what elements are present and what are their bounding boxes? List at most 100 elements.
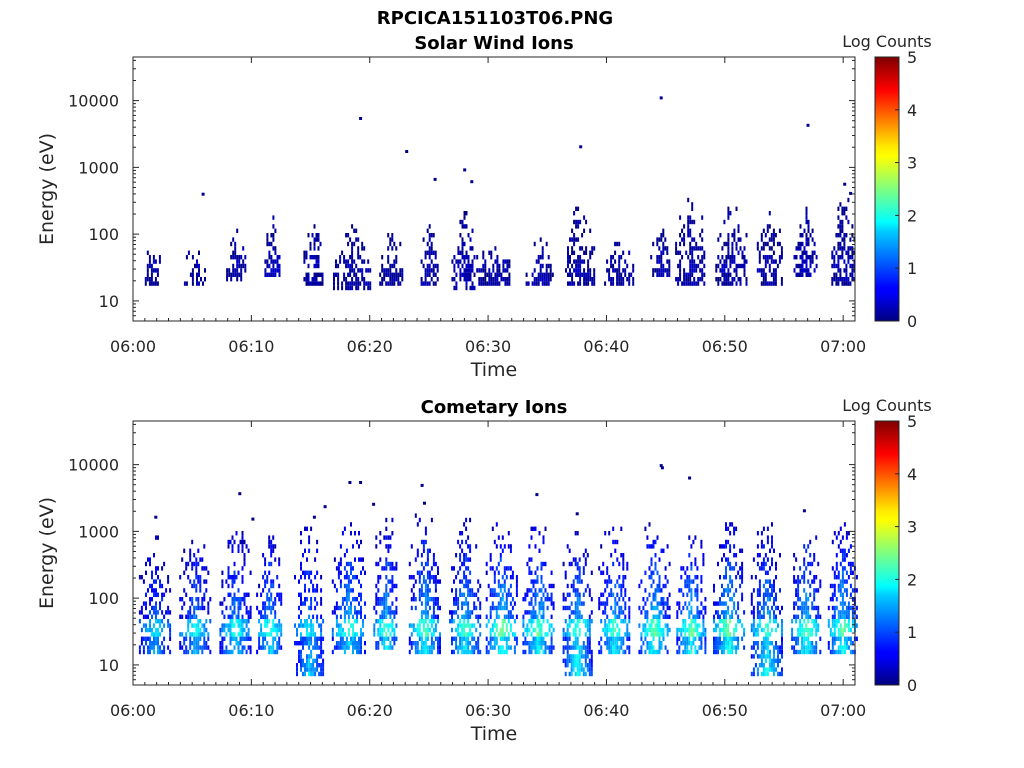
- spectrogram-cell: [247, 614, 250, 619]
- spectrogram-cell: [602, 601, 605, 606]
- spectrogram-cell: [769, 614, 771, 619]
- spectrogram-cell: [361, 259, 364, 264]
- spectrogram-cell: [234, 255, 237, 260]
- spectrogram-cell: [766, 610, 769, 615]
- spectrogram-cell: [540, 645, 543, 650]
- spectrogram-outlier: [575, 512, 579, 516]
- spectrogram-cell: [221, 579, 224, 584]
- spectrogram-cell: [731, 641, 734, 646]
- spectrogram-cell: [837, 610, 840, 615]
- spectrogram-cell: [803, 649, 806, 655]
- spectrogram-cell: [391, 281, 394, 286]
- spectrogram-cell: [606, 632, 609, 637]
- spectrogram-cell: [207, 636, 210, 641]
- spectrogram-cell: [142, 623, 145, 628]
- spectrogram-cell: [756, 588, 759, 593]
- spectrogram-cell: [803, 579, 806, 584]
- spectrogram-cell: [644, 601, 647, 606]
- spectrogram-cell: [817, 588, 820, 593]
- spectrogram-cell: [545, 277, 548, 282]
- spectrogram-cell: [733, 237, 736, 242]
- spectrogram-cell: [568, 561, 571, 567]
- spectrogram-cell: [540, 597, 543, 602]
- spectrogram-cell: [766, 259, 769, 264]
- spectrogram-cell: [195, 623, 198, 628]
- spectrogram-cell: [389, 588, 392, 593]
- spectrogram-cell: [149, 649, 151, 655]
- spectrogram-cell: [408, 575, 411, 580]
- spectrogram-cell: [451, 641, 453, 646]
- spectrogram-cell: [227, 583, 230, 589]
- spectrogram-cell: [457, 597, 460, 602]
- spectrogram-cell: [606, 601, 609, 606]
- spectrogram-cell: [241, 649, 244, 655]
- spectrogram-cell: [489, 645, 492, 650]
- spectrogram-cell: [272, 636, 275, 641]
- spectrogram-cell: [772, 281, 775, 286]
- spectrogram-cell: [375, 619, 378, 624]
- spectrogram-cell: [379, 597, 382, 602]
- spectrogram-cell: [727, 561, 730, 567]
- spectrogram-cell: [231, 614, 234, 619]
- spectrogram-cell: [735, 627, 738, 633]
- spectrogram-cell: [356, 619, 358, 624]
- spectrogram-cell: [153, 632, 155, 637]
- spectrogram-cell: [303, 250, 306, 255]
- spectrogram-cell: [306, 619, 308, 624]
- spectrogram-cell: [741, 566, 744, 571]
- spectrogram-cell: [247, 632, 250, 637]
- spectrogram-cell: [432, 632, 435, 637]
- spectrogram-cell: [780, 281, 783, 286]
- spectrogram-cell: [385, 517, 388, 523]
- spectrogram-cell: [807, 224, 810, 229]
- spectrogram-cell: [688, 632, 691, 637]
- spectrogram-cell: [534, 614, 537, 619]
- spectrogram-cell: [702, 553, 705, 558]
- spectrogram-cell: [604, 641, 607, 646]
- spectrogram-cell: [773, 583, 775, 589]
- spectrogram-cell: [467, 259, 470, 264]
- spectrogram-cell: [578, 658, 581, 663]
- spectrogram-cell: [381, 636, 384, 641]
- spectrogram-cell: [700, 588, 703, 593]
- spectrogram-cell: [536, 649, 539, 655]
- spectrogram-cell: [841, 246, 844, 251]
- spectrogram-cell: [195, 645, 198, 650]
- spectrogram-cell: [648, 522, 651, 527]
- spectrogram-cell: [696, 623, 699, 628]
- spectrogram-cell: [471, 228, 474, 233]
- spectrogram-cell: [758, 259, 761, 264]
- spectrogram-cell: [760, 566, 763, 571]
- spectrogram-cell: [356, 614, 358, 619]
- spectrogram-cell: [343, 641, 346, 646]
- spectrogram-cell: [676, 641, 679, 646]
- spectrogram-cell: [138, 610, 141, 615]
- spectrogram-cell: [428, 268, 431, 273]
- spectrogram-cell: [457, 645, 460, 650]
- spectrogram-cell: [758, 268, 761, 273]
- spectrogram-cell: [161, 597, 164, 602]
- spectrogram-cell: [666, 579, 669, 584]
- spectrogram-cell: [568, 614, 571, 619]
- spectrogram-cell: [471, 592, 474, 597]
- spectrogram-cell: [505, 597, 508, 602]
- spectrogram-cell: [235, 531, 238, 536]
- spectrogram-cell: [735, 636, 738, 641]
- spectrogram-cell: [577, 259, 580, 264]
- spectrogram-cell: [232, 268, 235, 273]
- spectrogram-cell: [432, 250, 435, 255]
- spectrogram-cell: [735, 272, 738, 277]
- spectrogram-cell: [428, 250, 431, 255]
- spectrogram-cell: [851, 561, 854, 567]
- spectrogram-cell: [373, 623, 376, 628]
- spectrogram-cell: [845, 206, 848, 211]
- spectrogram-cell: [685, 272, 688, 277]
- spectrogram-cell: [457, 263, 460, 269]
- spectrogram-cell: [266, 237, 269, 242]
- spectrogram-cell: [430, 250, 433, 255]
- spectrogram-cell: [375, 544, 378, 549]
- spectrogram-cell: [465, 610, 468, 615]
- spectrogram-cell: [835, 619, 838, 624]
- spectrogram-cell: [575, 272, 578, 277]
- spectrogram-cell: [589, 268, 592, 273]
